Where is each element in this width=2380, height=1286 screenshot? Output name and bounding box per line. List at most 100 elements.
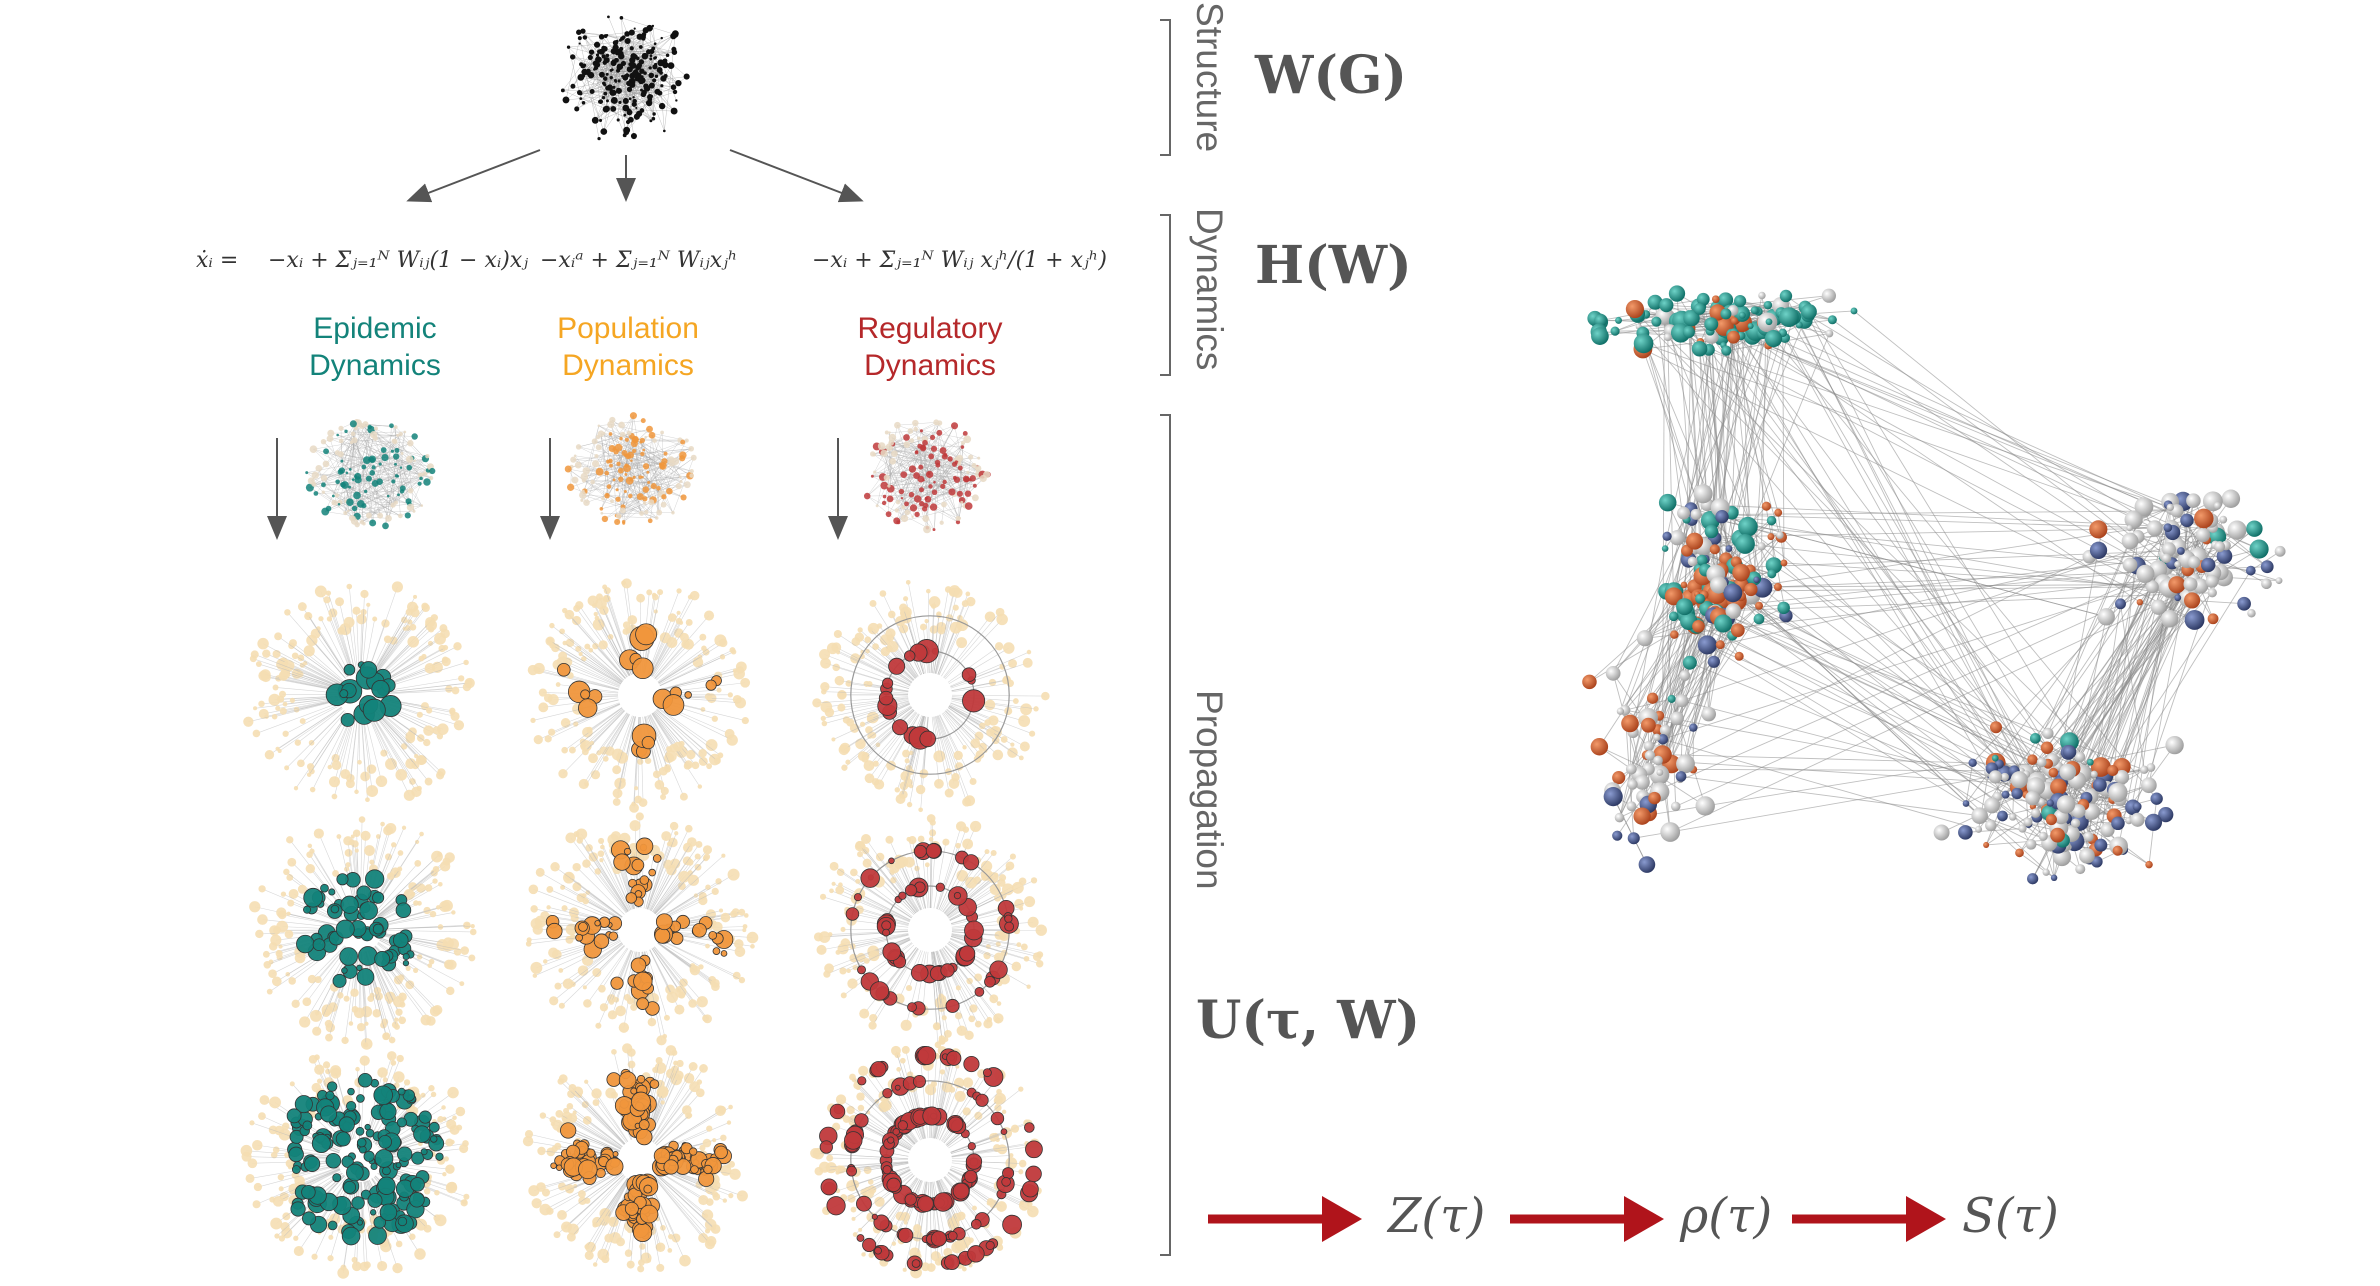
radial-outer-node [847,978,858,989]
dynamics-node [898,488,905,495]
dynamics-edge [618,501,652,517]
radial-outer-node [428,1085,435,1092]
radial-outer-node [445,1138,454,1147]
radial-outer-node [401,825,407,830]
dynamics-edge [385,425,392,526]
radial-outer-node [965,591,971,597]
network-edge [565,38,581,100]
dynamics-node [590,479,595,485]
radial-edge [564,707,623,751]
network-edge [568,47,580,93]
radial-outer-node [568,746,576,754]
dynamics-edge [357,516,389,519]
dynamics-networks [305,412,991,534]
dynamics-node [660,501,667,508]
radial-outer-node [533,734,543,745]
network-node [649,48,655,54]
radial-outer-node [1029,730,1036,737]
network-node [652,78,657,83]
dynamics-node [632,475,636,479]
network-node [662,63,667,68]
radial-outer-node [561,1221,572,1233]
dynamics-node [917,436,921,440]
radial-outer-node [414,753,419,759]
radial-active-node [325,1153,342,1169]
radial-outer-node [291,999,300,1008]
radial-outer-node [955,985,961,991]
radial-edge [657,707,721,756]
radial-edge [836,647,911,686]
network-edge [622,43,656,54]
radial-outer-node [369,992,375,998]
dynamics-node [940,483,946,489]
dynamics-node [594,454,599,459]
radial-edge [934,590,955,674]
radial-edge [943,611,1001,679]
radial-edge [572,708,624,751]
network-edge [652,25,660,94]
radial-outer-node [354,789,359,795]
dynamics-node [411,433,418,440]
radial-outer-node [669,821,679,831]
dynamics-node [369,469,376,476]
dynamics-edge [889,432,940,448]
radial-outer-node [360,589,369,599]
dynamics-edge [640,442,672,493]
dynamics-node [920,444,926,451]
network-node [577,36,582,41]
radial-edge [373,712,429,782]
dynamics-node [338,425,344,431]
radial-outer-node [646,1257,652,1263]
radial-outer-node [908,836,917,845]
network-node [606,99,609,103]
dynamics-edge [941,504,945,523]
radial-edge [602,644,628,678]
radial-outer-node [420,1092,426,1098]
dynamics-node [683,481,691,489]
radial-outer-node [970,738,981,749]
radial-edge [654,643,686,679]
dynamics-edge [959,442,964,519]
dynamics-node [390,502,396,508]
radial-outer-node [621,578,632,589]
radial-outer-node [1032,952,1042,961]
radial-outer-node [432,726,441,735]
radial-outer-node [398,1016,407,1025]
radial-edge [334,716,355,782]
dynamics-node [679,480,683,484]
dynamics-edge [348,503,410,512]
radial-outer-node [841,764,848,771]
dynamics-node [575,444,582,450]
network-node [582,35,588,40]
radial-outer-node [294,739,301,746]
network-node [643,85,651,92]
radial-outer-node [717,752,724,759]
radial-outer-node [900,794,905,799]
dynamics-node [579,491,587,499]
dynamics-edge [651,435,692,449]
network-edge [603,58,655,132]
dynamics-node [914,511,920,518]
network-node [645,99,653,107]
radial-edge [652,712,689,765]
dynamics-edge [397,435,411,508]
radial-outer-node [829,861,839,871]
dynamics-node [334,493,340,498]
radial-outer-node [729,1168,741,1180]
radial-outer-node [306,772,312,777]
radial-outer-node [865,726,873,734]
radial-active-node [359,901,378,920]
radial-outer-node [530,905,538,913]
radial-outer-node [726,1120,732,1125]
dynamics-node [320,474,328,482]
radial-outer-node [427,626,435,633]
radial-active-node [593,933,610,949]
network-node [667,62,675,70]
radial-outer-node [698,748,707,758]
radial-outer-node [258,708,269,719]
dynamics-node [331,494,335,498]
radial-edge [381,925,473,930]
radial-edge [591,710,625,744]
split-arrow-left [406,149,541,203]
dynamics-node [608,432,613,436]
